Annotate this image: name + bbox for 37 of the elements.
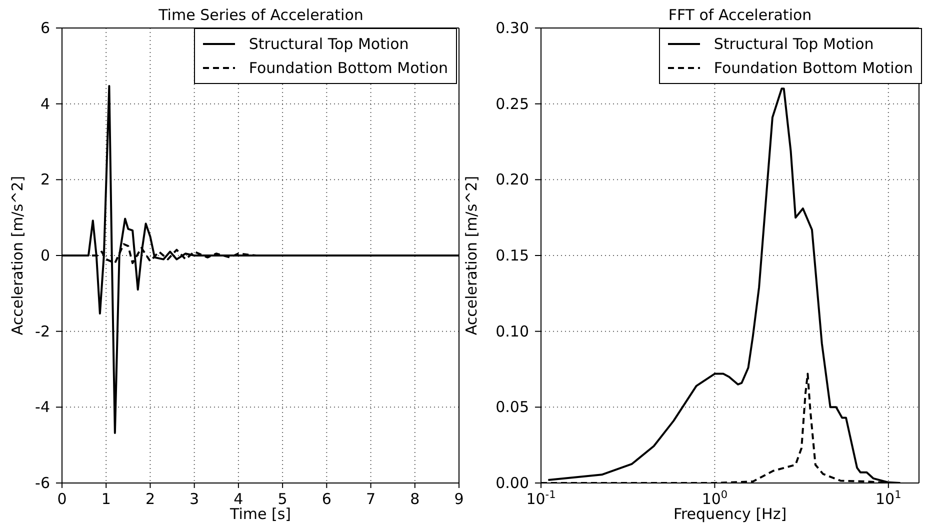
x-axis-title: Frequency [Hz] xyxy=(673,505,787,523)
x-tick-label: 1 xyxy=(101,490,111,508)
y-tick-label: 0 xyxy=(40,246,50,264)
x-tick-label: 5 xyxy=(278,490,288,508)
y-tick-label: 0.30 xyxy=(496,19,529,37)
x-tick-label: 6 xyxy=(322,490,332,508)
x-tick-label: 2 xyxy=(145,490,155,508)
x-tick-label: 10$^{0}$ xyxy=(702,489,728,508)
legend-label: Foundation Bottom Motion xyxy=(714,59,913,77)
y-tick-label: 0.00 xyxy=(496,474,529,492)
y-axis-title: Acceleration [m/s^2] xyxy=(8,176,26,336)
x-tick-label: 0 xyxy=(57,490,67,508)
x-tick-label: 3 xyxy=(190,490,200,508)
y-tick-label: 0.05 xyxy=(496,398,529,416)
y-tick-label: 0.15 xyxy=(496,246,529,264)
y-tick-label: 4 xyxy=(40,94,50,113)
y-tick-label: 6 xyxy=(40,19,50,37)
x-tick-label: 7 xyxy=(366,490,376,508)
x-tick-label: 8 xyxy=(410,490,420,508)
x-tick-label: 4 xyxy=(234,490,244,508)
x-tick-label: 10$^{1}$ xyxy=(876,489,902,508)
legend-label: Foundation Bottom Motion xyxy=(248,59,448,77)
y-tick-label: 0.25 xyxy=(496,94,529,113)
y-tick-label: -4 xyxy=(35,398,50,416)
y-tick-label: 2 xyxy=(40,170,50,189)
x-tick-label: 9 xyxy=(454,490,464,508)
legend-label: Structural Top Motion xyxy=(248,35,409,53)
legend-label: Structural Top Motion xyxy=(714,35,874,53)
chart-title: FFT of Acceleration xyxy=(667,6,813,24)
y-axis-title: Acceleration [m/s^2] xyxy=(462,176,480,336)
y-tick-label: -6 xyxy=(35,474,50,492)
x-axis-title: Time [s] xyxy=(229,505,291,523)
x-tick-label: 10$^{-1}$ xyxy=(526,489,556,508)
y-tick-label: -2 xyxy=(35,322,50,340)
y-tick-label: 0.20 xyxy=(496,170,529,189)
y-tick-label: 0.10 xyxy=(496,322,529,340)
chart-title: Time Series of Acceleration xyxy=(158,6,364,24)
